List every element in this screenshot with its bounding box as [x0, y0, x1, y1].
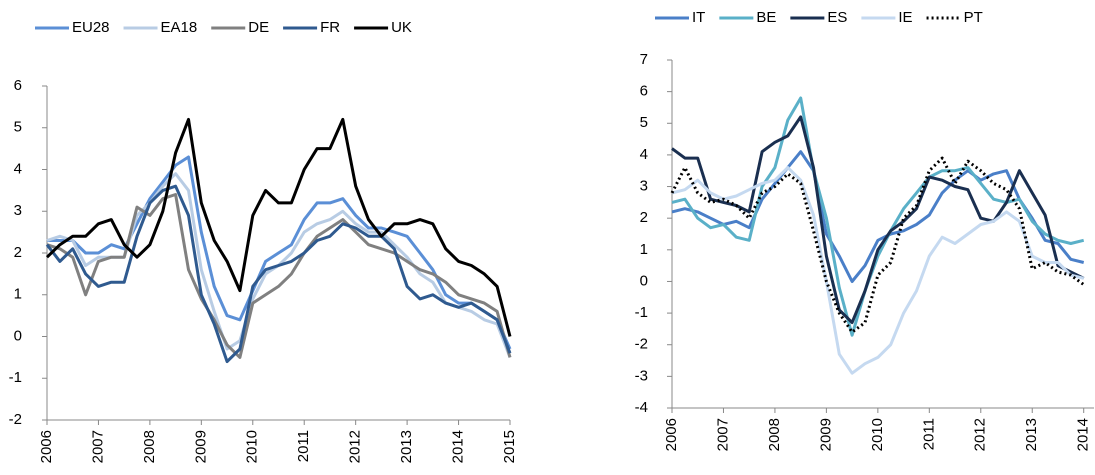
y-tick-label: -2: [9, 411, 22, 428]
y-tick-label: 3: [640, 178, 648, 195]
y-tick-label: 5: [14, 119, 22, 136]
x-tick-label: 2007: [714, 418, 731, 451]
y-tick-label: 2: [640, 209, 648, 226]
series-line: [671, 115, 1085, 325]
y-tick-label: 0: [640, 272, 648, 289]
series-line: [670, 156, 1085, 334]
x-tick-label: 2015: [501, 430, 518, 463]
y-tick-label: -1: [635, 304, 648, 321]
y-tick-label: -1: [9, 369, 22, 386]
x-tick-label: 2012: [972, 418, 989, 451]
legend-label: EA18: [161, 19, 198, 36]
y-tick-label: 0: [14, 327, 22, 344]
y-tick-label: -3: [635, 367, 648, 384]
legend-label: ES: [827, 9, 847, 26]
x-tick-label: 2008: [766, 418, 783, 451]
y-tick-label: 1: [14, 286, 22, 303]
x-tick-label: 2010: [244, 430, 261, 463]
series-line: [671, 166, 1085, 375]
series-line: [671, 96, 1085, 337]
y-tick-label: 6: [14, 77, 22, 94]
legend-label: IT: [692, 9, 705, 26]
y-tick-label: 6: [640, 83, 648, 100]
x-tick-label: 2008: [141, 430, 158, 463]
x-tick-label: 2014: [450, 430, 467, 463]
y-tick-label: -2: [635, 336, 648, 353]
legend-label: PT: [964, 9, 983, 26]
y-tick-label: 4: [640, 146, 648, 163]
series-line: [45, 184, 512, 364]
series-line: [45, 117, 512, 337]
x-tick-label: 2009: [817, 418, 834, 451]
y-tick-label: 1: [640, 241, 648, 258]
x-tick-label: 2013: [398, 430, 415, 463]
series-line: [46, 193, 512, 359]
y-tick-label: 5: [640, 114, 648, 131]
x-tick-label: 2012: [347, 430, 364, 463]
x-tick-label: 2011: [920, 418, 937, 450]
series-line: [671, 150, 1085, 283]
x-tick-label: 2006: [38, 430, 55, 463]
x-tick-label: 2011: [295, 430, 312, 462]
legend-label: IE: [898, 9, 912, 26]
x-tick-label: 2010: [869, 418, 886, 451]
legend-label: BE: [756, 9, 776, 26]
y-tick-label: 2: [14, 244, 22, 261]
series-line: [47, 155, 512, 350]
y-tick-label: 7: [640, 51, 648, 68]
legend-label: EU28: [72, 19, 110, 36]
legend-label: FR: [320, 19, 340, 36]
legend-label: DE: [248, 19, 269, 36]
legend-label: UK: [391, 19, 412, 36]
x-tick-label: 2006: [663, 418, 680, 451]
y-tick-label: -4: [635, 399, 648, 416]
y-tick-label: 4: [14, 160, 22, 177]
x-tick-label: 2009: [192, 430, 209, 463]
x-tick-label: 2007: [89, 430, 106, 463]
x-tick-label: 2013: [1023, 418, 1040, 451]
y-tick-label: 3: [14, 202, 22, 219]
x-tick-label: 2014: [1075, 418, 1092, 451]
